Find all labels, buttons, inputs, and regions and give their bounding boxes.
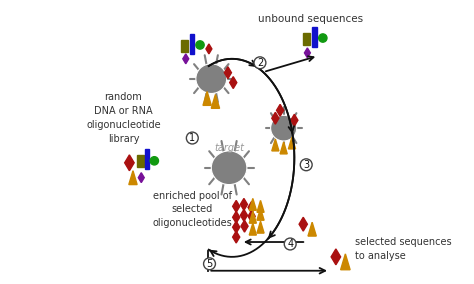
Polygon shape: [206, 44, 212, 54]
Text: enriched pool of
selected
oligonucleotides: enriched pool of selected oligonucleotid…: [153, 191, 232, 227]
Text: target: target: [214, 143, 244, 153]
Polygon shape: [299, 217, 308, 231]
Polygon shape: [203, 91, 211, 105]
Polygon shape: [249, 211, 256, 223]
Text: random
DNA or RNA
oligonucleotide
library: random DNA or RNA oligonucleotide librar…: [86, 92, 161, 144]
FancyArrowPatch shape: [246, 239, 303, 245]
Bar: [312, 27, 317, 47]
Ellipse shape: [211, 151, 247, 185]
Polygon shape: [233, 201, 240, 212]
Polygon shape: [233, 221, 240, 233]
Polygon shape: [272, 112, 279, 124]
Polygon shape: [272, 139, 279, 151]
Ellipse shape: [271, 115, 297, 141]
Polygon shape: [331, 249, 341, 265]
Polygon shape: [276, 105, 283, 116]
Polygon shape: [233, 211, 240, 223]
Polygon shape: [308, 222, 316, 236]
Polygon shape: [257, 221, 264, 233]
Bar: [145, 149, 149, 169]
Bar: [137, 155, 144, 167]
Circle shape: [203, 258, 216, 270]
Circle shape: [254, 57, 266, 69]
Polygon shape: [280, 142, 287, 154]
Polygon shape: [129, 171, 137, 185]
Polygon shape: [248, 210, 255, 222]
Polygon shape: [257, 208, 264, 220]
Polygon shape: [249, 199, 256, 210]
Polygon shape: [125, 155, 134, 171]
Text: 3: 3: [303, 160, 309, 170]
Polygon shape: [341, 254, 350, 270]
Text: unbound sequences: unbound sequences: [258, 14, 364, 24]
Text: selected sequences
to analyse: selected sequences to analyse: [355, 237, 452, 260]
FancyArrowPatch shape: [266, 56, 313, 71]
Polygon shape: [233, 231, 240, 243]
Circle shape: [301, 159, 312, 171]
Polygon shape: [241, 220, 248, 232]
Polygon shape: [288, 137, 295, 149]
Circle shape: [186, 132, 198, 144]
Bar: [190, 34, 194, 54]
Polygon shape: [291, 114, 298, 126]
Polygon shape: [249, 223, 256, 235]
Polygon shape: [224, 67, 231, 79]
Polygon shape: [183, 54, 189, 64]
Polygon shape: [138, 173, 144, 183]
Text: 4: 4: [287, 239, 293, 249]
Bar: [181, 40, 188, 52]
Text: 1: 1: [189, 133, 195, 143]
Text: 2: 2: [257, 58, 263, 68]
Polygon shape: [211, 95, 219, 108]
Polygon shape: [257, 201, 264, 212]
Polygon shape: [230, 77, 237, 89]
Circle shape: [150, 157, 158, 165]
Text: 5: 5: [206, 259, 213, 269]
Bar: [303, 33, 310, 45]
Circle shape: [284, 238, 296, 250]
Ellipse shape: [196, 64, 227, 93]
Polygon shape: [240, 199, 247, 210]
Polygon shape: [248, 201, 255, 213]
Circle shape: [319, 34, 327, 42]
Circle shape: [196, 41, 204, 49]
Polygon shape: [240, 209, 247, 221]
Polygon shape: [304, 48, 310, 58]
